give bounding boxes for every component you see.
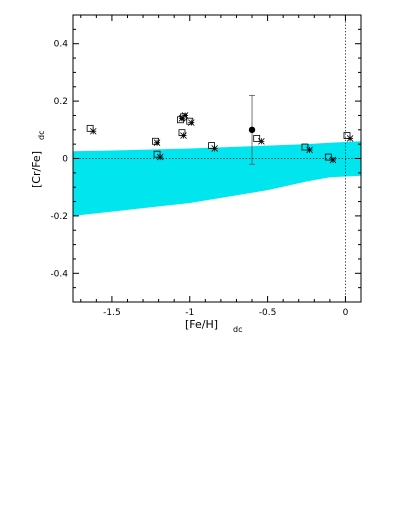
y-tick-label: -0.4: [50, 269, 68, 279]
asterisk-point: [156, 153, 164, 161]
asterisk-point: [211, 145, 218, 152]
x-axis-label-text: [Fe/H]: [185, 318, 218, 331]
square-point: [324, 153, 332, 161]
y-tick-label: 0.4: [54, 40, 69, 50]
square-point: [301, 143, 309, 151]
y-axis-label-subscript: dc: [37, 131, 46, 140]
asterisk-point: [258, 137, 265, 145]
asterisk-point: [153, 139, 161, 146]
y-tick-label: 0: [62, 155, 68, 165]
asterisk-point: [89, 127, 97, 135]
y-axis-label-text: [Cr/Fe]: [30, 151, 43, 188]
data-marks: [86, 94, 354, 165]
x-tick-label: -1.5: [103, 308, 121, 318]
x-axis-label-subscript: dc: [233, 325, 242, 334]
model-band: [73, 141, 361, 216]
asterisk-point: [306, 146, 313, 154]
axis-ticks: -1.5 -1 -0.5 0 -0.4 -0.2 0 0.2 0.4: [50, 14, 361, 318]
asterisk-point: [329, 156, 337, 164]
y-axis-label: [Cr/Fe] dc: [30, 131, 46, 188]
filled-circle-point: [248, 126, 256, 133]
x-tick-label: -1: [185, 308, 194, 318]
asterisk-point: [188, 119, 195, 126]
x-axis-label: [Fe/H] dc: [185, 318, 242, 334]
asterisk-point: [181, 112, 189, 119]
asterisk-point: [180, 132, 187, 139]
x-tick-label: -0.5: [259, 308, 277, 318]
x-tick-label: 0: [343, 308, 349, 318]
asterisk-point: [346, 135, 354, 142]
y-tick-label: -0.2: [50, 212, 68, 222]
square-point: [253, 135, 261, 142]
y-tick-label: 0.2: [54, 97, 68, 107]
